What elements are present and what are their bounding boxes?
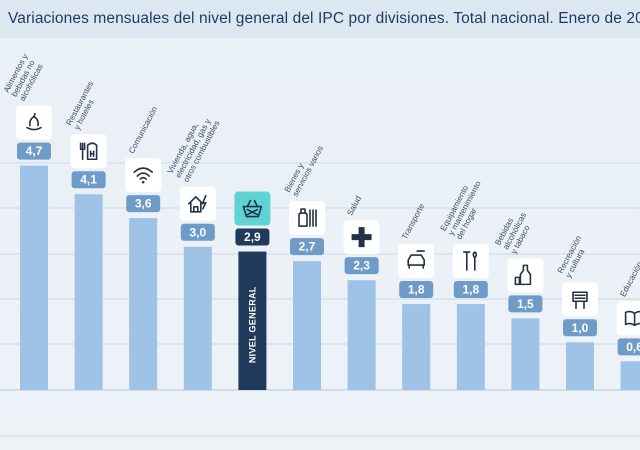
value-text: 0,6 [626, 340, 640, 354]
category-icon-box [562, 282, 598, 317]
value-text: 1,8 [462, 283, 479, 297]
category-label: Vivienda, agua,electricidad, gas yotros … [166, 111, 222, 184]
bar [511, 318, 540, 390]
icon-box [16, 105, 52, 140]
car-icon [407, 250, 425, 269]
value-text: 1,8 [408, 283, 425, 297]
bar [620, 361, 640, 390]
value-box [399, 281, 434, 299]
health-cross-icon [351, 227, 372, 248]
category-label: Alimentos ybebidas noalcohólicas [2, 52, 46, 103]
value-text: 4,1 [80, 173, 97, 187]
tools-icon [463, 251, 478, 271]
category-icon-box [289, 201, 325, 236]
category-icon-box [507, 258, 544, 293]
house-icon [188, 194, 207, 213]
chart-title: Variaciones mensuales del nivel general … [8, 10, 640, 27]
bar [456, 304, 485, 390]
bar [566, 342, 594, 390]
icon-box [125, 158, 162, 193]
basket-icon [242, 199, 263, 218]
value-label: 4,1 [71, 171, 106, 189]
value-box [126, 195, 161, 213]
bar [129, 218, 158, 390]
icon-box [398, 244, 435, 279]
icon-box [234, 191, 271, 226]
value-label: 2,7 [290, 238, 324, 256]
food-icon [26, 112, 42, 131]
category-label-line: Comunicación [127, 105, 160, 155]
value-text: 1,0 [572, 321, 589, 335]
value-box [344, 257, 379, 275]
category-label-line: Salud [345, 194, 363, 217]
recreation-icon [572, 291, 588, 310]
category-icon-box [179, 186, 216, 221]
value-text: 4,7 [26, 144, 43, 158]
category-label: Bebidasalcohólicasy tabaco [493, 207, 536, 255]
category-icon-box [234, 191, 271, 226]
value-box [290, 238, 324, 256]
icon-box [616, 301, 640, 336]
wifi-icon [133, 167, 153, 184]
value-box [563, 319, 597, 337]
value-box [180, 223, 215, 241]
category-label: Restaurantesy hoteles [64, 80, 103, 131]
value-text: 2,7 [299, 240, 316, 254]
category-label: Bienes yservicios varios [283, 140, 325, 198]
value-label: 4,7 [17, 142, 51, 160]
value-text: 2,3 [353, 259, 370, 273]
bar [238, 251, 267, 390]
title-bar: Variaciones mensuales del nivel general … [0, 0, 640, 38]
category-icon-box [616, 301, 640, 336]
value-box [17, 142, 51, 160]
value-box [453, 281, 488, 299]
value-label: 2,9 [235, 228, 270, 246]
category-label: Recreacióny cultura [556, 234, 592, 279]
bottle-icon [514, 264, 532, 286]
value-box [235, 228, 270, 246]
value-label: 0,6 [617, 338, 640, 356]
bar [74, 194, 103, 390]
value-text: 3,6 [135, 197, 152, 211]
value-label: 2,3 [344, 257, 379, 275]
category-icon-box [343, 220, 380, 255]
book-icon [624, 310, 640, 327]
value-box [71, 171, 106, 189]
bar [183, 246, 212, 390]
value-box [617, 338, 640, 356]
category-label: Salud [345, 194, 363, 217]
bar [20, 165, 48, 390]
value-label: 1,0 [563, 319, 597, 337]
value-text: 2,9 [244, 230, 261, 244]
icon-box [507, 258, 544, 293]
value-text: 3,0 [189, 225, 206, 239]
icon-box [70, 134, 107, 169]
value-text: 1,5 [517, 297, 534, 311]
category-icon-box [452, 244, 489, 279]
value-label: 1,8 [453, 281, 488, 299]
icon-box [562, 282, 598, 317]
category-label: Comunicación [127, 105, 160, 155]
bar [293, 261, 321, 390]
value-box [508, 295, 543, 313]
icon-box [179, 186, 216, 221]
value-label: 3,6 [126, 195, 161, 213]
icon-box [452, 244, 489, 279]
value-label: 1,5 [508, 295, 543, 313]
category-icon-box [70, 134, 107, 169]
bar [402, 304, 431, 390]
value-label: 1,8 [399, 281, 434, 299]
goods-icon [298, 208, 317, 227]
general-bar-label: NIVEL GENERAL [247, 286, 257, 363]
category-icon-box [125, 158, 162, 193]
category-icon-box [398, 244, 435, 279]
value-label: 3,0 [180, 223, 215, 241]
category-label: Educación [618, 260, 640, 298]
category-label-line: Educación [618, 260, 640, 298]
restaurant-icon [79, 142, 98, 161]
category-icon-box [16, 105, 52, 140]
bar [347, 280, 376, 390]
